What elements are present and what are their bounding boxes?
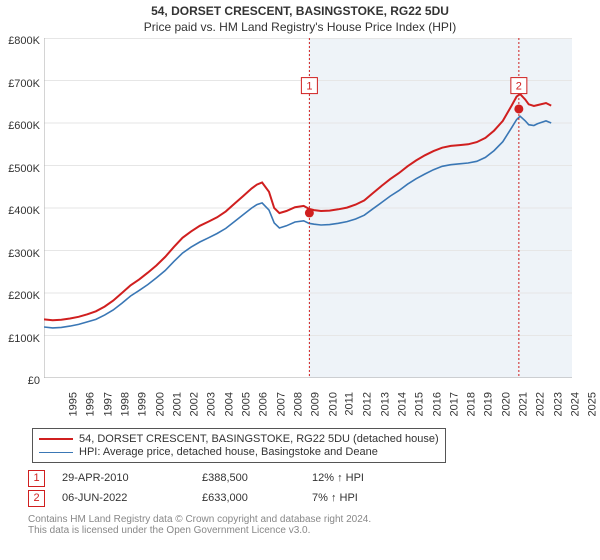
x-tick-label: 1999 (137, 392, 149, 416)
x-tick-label: 2005 (241, 392, 253, 416)
y-tick-label: £0 (0, 375, 40, 387)
x-tick-label: 2001 (171, 392, 183, 416)
chart-area: 12 (44, 38, 572, 378)
title-address: 54, DORSET CRESCENT, BASINGSTOKE, RG22 5… (0, 4, 600, 18)
sale-row: 2 06-JUN-2022£633,0007% ↑ HPI (28, 488, 576, 508)
y-tick-label: £100K (0, 333, 40, 345)
y-tick-label: £600K (0, 120, 40, 132)
sale-price: £633,000 (202, 492, 312, 504)
legend-text: HPI: Average price, detached house, Basi… (79, 446, 378, 458)
sale-row: 1 29-APR-2010£388,50012% ↑ HPI (28, 468, 576, 488)
footer-line1: Contains HM Land Registry data © Crown c… (28, 514, 371, 525)
x-tick-label: 2024 (570, 392, 582, 416)
x-tick-label: 2023 (552, 392, 564, 416)
sale-marker-box: 2 (28, 490, 45, 507)
x-tick-label: 2022 (535, 392, 547, 416)
chart-titles: 54, DORSET CRESCENT, BASINGSTOKE, RG22 5… (0, 0, 600, 34)
legend-line (39, 438, 73, 440)
x-tick-label: 2025 (587, 392, 599, 416)
x-tick-label: 2016 (431, 392, 443, 416)
legend-row: HPI: Average price, detached house, Basi… (39, 446, 439, 458)
x-tick-label: 1995 (67, 392, 79, 416)
legend-text: 54, DORSET CRESCENT, BASINGSTOKE, RG22 5… (79, 433, 439, 445)
x-tick-label: 1996 (85, 392, 97, 416)
x-tick-label: 2011 (344, 392, 356, 416)
sale-date: 06-JUN-2022 (62, 492, 202, 504)
svg-text:2: 2 (516, 81, 522, 93)
x-tick-label: 2012 (362, 392, 374, 416)
x-tick-label: 2006 (258, 392, 270, 416)
x-tick-label: 2021 (518, 392, 530, 416)
y-tick-label: £400K (0, 205, 40, 217)
x-tick-label: 2003 (206, 392, 218, 416)
sale-hpi-diff: 7% ↑ HPI (312, 492, 432, 504)
title-subtitle: Price paid vs. HM Land Registry's House … (0, 20, 600, 34)
y-tick-label: £200K (0, 290, 40, 302)
x-tick-label: 2007 (275, 392, 287, 416)
x-tick-label: 2017 (448, 392, 460, 416)
x-tick-label: 1998 (119, 392, 131, 416)
y-tick-label: £700K (0, 78, 40, 90)
sales-table: 1 29-APR-2010£388,50012% ↑ HPI 2 06-JUN-202… (28, 468, 576, 508)
chart-svg: 12 (44, 38, 572, 378)
x-tick-label: 2015 (414, 392, 426, 416)
x-tick-label: 2010 (327, 392, 339, 416)
legend-row: 54, DORSET CRESCENT, BASINGSTOKE, RG22 5… (39, 433, 439, 445)
x-tick-label: 2019 (483, 392, 495, 416)
y-tick-label: £500K (0, 163, 40, 175)
x-tick-label: 1997 (102, 392, 114, 416)
x-tick-label: 2008 (293, 392, 305, 416)
x-tick-label: 2009 (310, 392, 322, 416)
legend-line (39, 452, 73, 453)
legend: 54, DORSET CRESCENT, BASINGSTOKE, RG22 5… (32, 428, 446, 463)
sale-hpi-diff: 12% ↑ HPI (312, 472, 432, 484)
y-tick-label: £300K (0, 248, 40, 260)
x-tick-label: 2000 (154, 392, 166, 416)
footer-line2: This data is licensed under the Open Gov… (28, 525, 371, 536)
x-tick-label: 2020 (500, 392, 512, 416)
x-tick-label: 2014 (396, 392, 408, 416)
sale-price: £388,500 (202, 472, 312, 484)
x-tick-label: 2004 (223, 392, 235, 416)
x-tick-label: 2002 (189, 392, 201, 416)
sale-date: 29-APR-2010 (62, 472, 202, 484)
x-tick-label: 2018 (466, 392, 478, 416)
x-tick-label: 2013 (379, 392, 391, 416)
footer: Contains HM Land Registry data © Crown c… (28, 514, 371, 536)
y-tick-label: £800K (0, 35, 40, 47)
sale-marker-box: 1 (28, 470, 45, 487)
svg-text:1: 1 (306, 81, 312, 93)
